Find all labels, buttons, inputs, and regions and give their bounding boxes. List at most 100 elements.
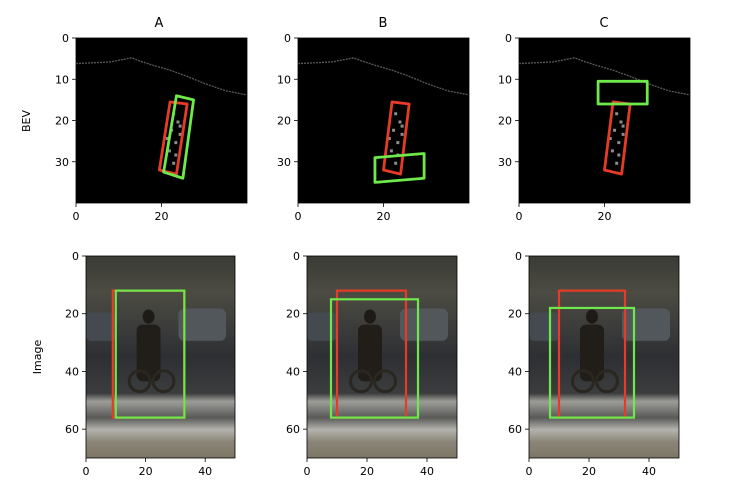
green-box bbox=[548, 306, 636, 419]
y-tick-label: 40 bbox=[65, 365, 79, 378]
y-tick-label: 20 bbox=[55, 115, 69, 128]
cyclist-body bbox=[358, 324, 382, 382]
y-tick-label: 40 bbox=[286, 365, 300, 378]
cyclist-body bbox=[136, 324, 161, 382]
lidar-point bbox=[400, 124, 404, 128]
bicycle-wheel bbox=[151, 369, 176, 394]
lidar-point bbox=[613, 128, 617, 132]
x-tick-label: 20 bbox=[582, 465, 596, 478]
x-tick-label: 20 bbox=[155, 210, 169, 223]
lidar-point bbox=[178, 132, 182, 136]
y-tick-label: 0 bbox=[505, 32, 512, 45]
axes-frame bbox=[528, 255, 680, 459]
car bbox=[400, 308, 448, 341]
car bbox=[622, 308, 670, 341]
y-tick-label: 10 bbox=[55, 73, 69, 86]
axes-frame bbox=[85, 255, 236, 459]
lidar-point bbox=[615, 161, 619, 165]
x-tick-label: 0 bbox=[526, 465, 533, 478]
green-box bbox=[329, 298, 420, 419]
bicycle-wheel bbox=[373, 369, 397, 394]
lidar-point bbox=[172, 161, 176, 165]
lidar-point bbox=[619, 120, 623, 124]
y-tick-label: 20 bbox=[498, 115, 512, 128]
lidar-line bbox=[518, 57, 691, 96]
y-tick-label: 30 bbox=[55, 156, 69, 169]
panel-image-a: 0 20 40 60 0 20 40 bbox=[65, 250, 236, 478]
column-title-c: C bbox=[599, 16, 608, 31]
y-tick-label: 30 bbox=[498, 156, 512, 169]
lidar-point bbox=[389, 149, 393, 153]
lidar-point bbox=[174, 141, 178, 145]
red-box bbox=[157, 100, 189, 176]
x-tick-label: 0 bbox=[295, 210, 302, 223]
column-title-a: A bbox=[155, 16, 164, 31]
y-tick-label: 10 bbox=[498, 73, 512, 86]
y-tick-label: 20 bbox=[65, 308, 79, 321]
red-box bbox=[382, 100, 411, 176]
lidar-point bbox=[615, 112, 619, 116]
panel-image-b: 0 20 40 60 0 20 40 bbox=[286, 250, 458, 478]
green-box bbox=[596, 79, 649, 106]
panel-image-c: 0 20 40 60 0 20 40 bbox=[508, 250, 680, 478]
y-tick-label: 60 bbox=[286, 423, 300, 436]
x-tick-label: 0 bbox=[304, 465, 311, 478]
lidar-point bbox=[617, 141, 621, 145]
cyclist-head bbox=[142, 309, 155, 324]
y-tick-label: 20 bbox=[508, 308, 522, 321]
lidar-point bbox=[178, 124, 182, 128]
y-tick-label: 60 bbox=[508, 423, 522, 436]
bev-background bbox=[519, 38, 690, 203]
car bbox=[178, 308, 227, 341]
y-tick-label: 0 bbox=[293, 250, 300, 263]
x-tick-label: 0 bbox=[83, 465, 90, 478]
panel-bev-c: 0 10 20 30 0 20 bbox=[498, 32, 691, 223]
lidar-point bbox=[398, 120, 402, 124]
lidar-point bbox=[176, 120, 180, 124]
lidar-line bbox=[75, 57, 248, 96]
axes-frame bbox=[306, 255, 458, 459]
x-tick-label: 0 bbox=[516, 210, 523, 223]
y-tick-label: 0 bbox=[515, 250, 522, 263]
cyclist-head bbox=[364, 309, 376, 324]
bev-background bbox=[76, 38, 247, 203]
lidar-point bbox=[392, 128, 396, 132]
x-tick-label: 20 bbox=[360, 465, 374, 478]
lidar-point bbox=[394, 161, 398, 165]
green-box bbox=[373, 152, 426, 184]
cyclist-head bbox=[586, 309, 598, 324]
car bbox=[307, 312, 337, 341]
green-box bbox=[114, 289, 186, 419]
row-label-bev: BEV bbox=[20, 110, 33, 132]
lidar-point bbox=[400, 132, 404, 136]
green-box bbox=[162, 94, 195, 180]
lidar-point bbox=[621, 132, 625, 136]
lidar-point bbox=[610, 149, 614, 153]
cyclist-body bbox=[580, 324, 604, 382]
panel-bev-b: 0 10 20 30 0 20 bbox=[277, 32, 470, 223]
lidar-point bbox=[174, 153, 178, 157]
column-title-b: B bbox=[379, 16, 388, 31]
row-label-image: Image bbox=[31, 340, 44, 375]
lidar-point bbox=[387, 137, 391, 140]
y-tick-label: 10 bbox=[277, 73, 291, 86]
y-tick-label: 40 bbox=[508, 365, 522, 378]
x-tick-label: 20 bbox=[139, 465, 153, 478]
bicycle-wheel bbox=[595, 369, 619, 394]
lidar-point bbox=[608, 137, 612, 140]
x-tick-label: 40 bbox=[420, 465, 434, 478]
y-tick-label: 0 bbox=[284, 32, 291, 45]
y-tick-label: 20 bbox=[277, 115, 291, 128]
lidar-point bbox=[621, 124, 625, 128]
lidar-point bbox=[617, 153, 621, 157]
x-tick-label: 20 bbox=[377, 210, 391, 223]
y-tick-label: 0 bbox=[62, 32, 69, 45]
x-tick-label: 0 bbox=[73, 210, 80, 223]
x-tick-label: 20 bbox=[598, 210, 612, 223]
y-tick-label: 0 bbox=[72, 250, 79, 263]
car bbox=[529, 312, 559, 341]
lidar-point bbox=[167, 149, 171, 153]
x-tick-label: 40 bbox=[642, 465, 656, 478]
car bbox=[86, 312, 116, 341]
